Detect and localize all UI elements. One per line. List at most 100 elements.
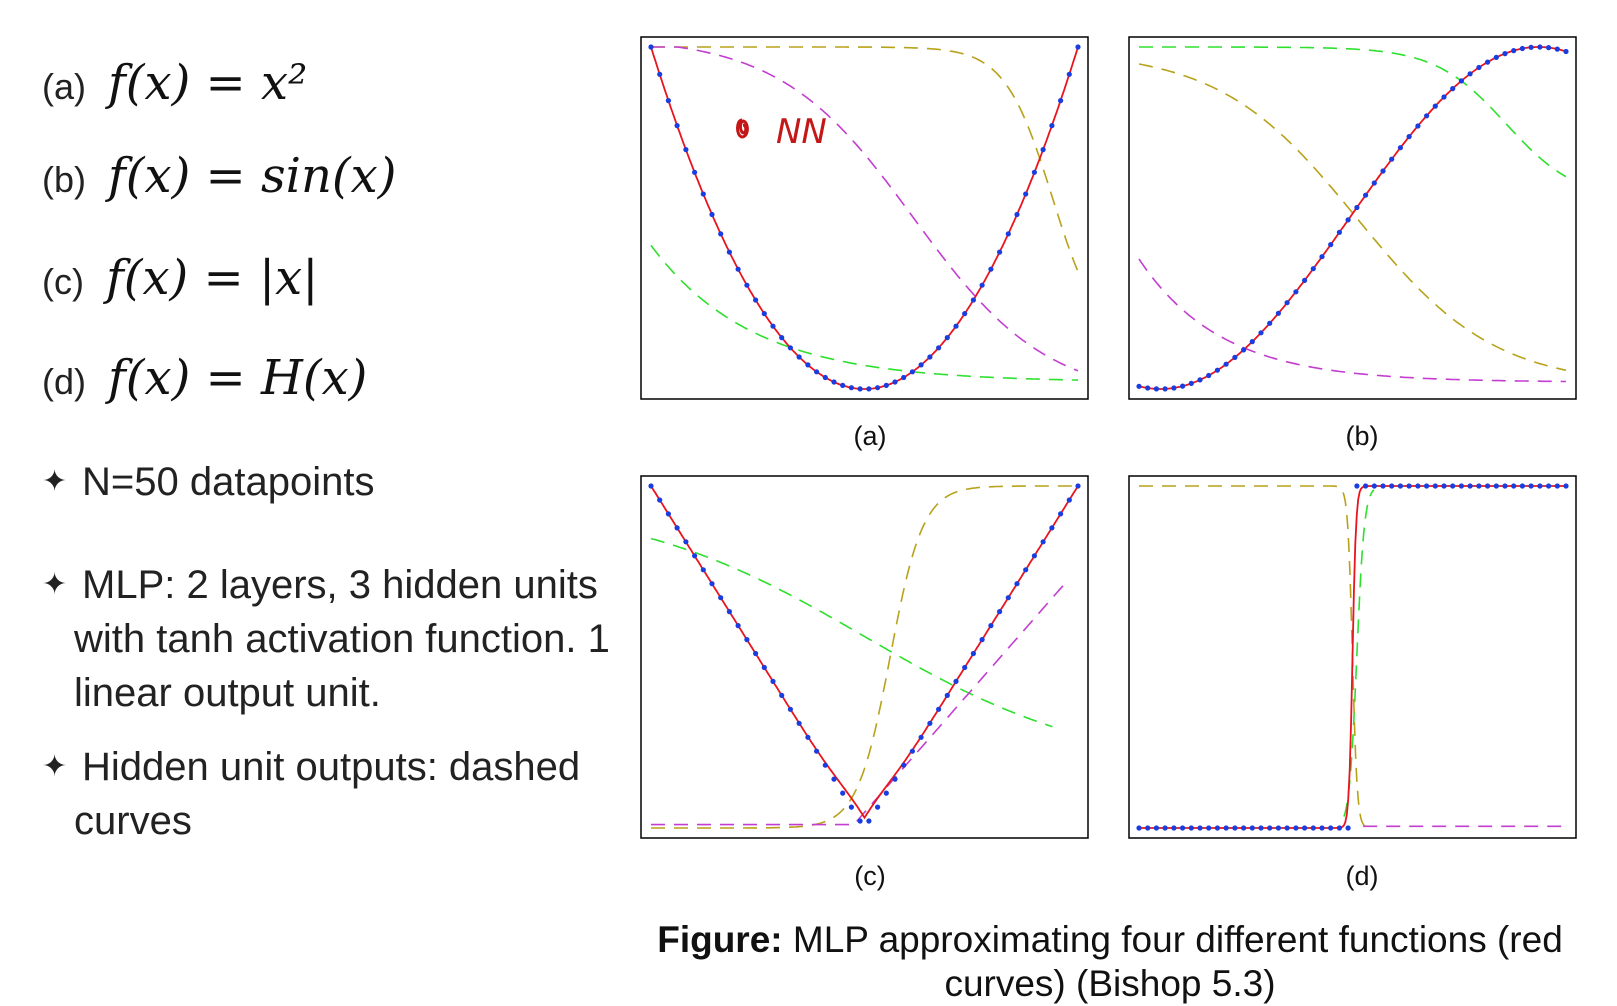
data-point bbox=[840, 382, 846, 388]
data-point bbox=[1319, 825, 1325, 831]
data-point bbox=[1153, 825, 1159, 831]
data-point bbox=[1389, 156, 1395, 162]
data-point bbox=[1249, 339, 1255, 345]
data-point bbox=[1162, 386, 1168, 392]
data-point bbox=[1554, 483, 1560, 489]
function-tag: (c) bbox=[42, 261, 84, 302]
data-point bbox=[857, 818, 863, 824]
function-tag: (d) bbox=[42, 361, 86, 402]
data-point bbox=[709, 211, 715, 218]
data-point bbox=[1519, 483, 1525, 489]
data-point bbox=[1328, 825, 1334, 831]
figure-caption: Figure: MLP approximating four different… bbox=[640, 918, 1580, 1006]
data-point bbox=[1058, 511, 1064, 517]
hidden-unit-curve-3 bbox=[651, 580, 1068, 826]
data-point bbox=[1023, 191, 1029, 197]
data-point bbox=[796, 354, 802, 360]
data-point bbox=[1493, 54, 1499, 61]
data-point bbox=[1145, 385, 1151, 391]
data-point bbox=[866, 386, 872, 392]
panel-a bbox=[640, 36, 1089, 400]
hidden-unit-curve-1 bbox=[650, 244, 1078, 381]
four-point-star-icon: ✦ bbox=[42, 750, 68, 783]
data-point bbox=[1441, 94, 1447, 100]
data-point bbox=[1546, 483, 1552, 489]
plot-frame bbox=[640, 475, 1089, 839]
data-point bbox=[901, 374, 907, 381]
data-point bbox=[1031, 553, 1037, 559]
hidden-unit-curve-2 bbox=[1139, 485, 1370, 829]
data-point bbox=[927, 354, 933, 360]
data-point bbox=[1450, 483, 1456, 489]
data-point bbox=[1310, 825, 1316, 831]
data-point bbox=[1267, 320, 1273, 326]
data-point bbox=[822, 762, 828, 768]
data-point bbox=[1519, 45, 1525, 52]
data-point bbox=[709, 581, 715, 587]
hidden-unit-curve-2 bbox=[651, 485, 1078, 829]
data-point bbox=[1214, 825, 1220, 831]
data-point bbox=[1049, 123, 1055, 129]
four-point-star-icon: ✦ bbox=[42, 568, 68, 601]
data-point bbox=[1371, 483, 1377, 489]
bullet-mlp: ✦ MLP: 2 layers, 3 hidden units with tanh… bbox=[42, 558, 632, 720]
data-point bbox=[1467, 483, 1473, 489]
data-point bbox=[1485, 483, 1491, 489]
data-point bbox=[970, 297, 977, 303]
data-point bbox=[875, 804, 881, 810]
data-point bbox=[1206, 825, 1212, 831]
data-point bbox=[1397, 145, 1403, 151]
data-point bbox=[1511, 483, 1517, 489]
plot-frame bbox=[1128, 36, 1577, 400]
bullet-text: with tanh activation function. 1 bbox=[74, 617, 610, 661]
data-point bbox=[1258, 825, 1264, 831]
data-point bbox=[883, 790, 889, 796]
annotation-text: NN bbox=[776, 112, 827, 152]
data-point bbox=[1206, 372, 1212, 379]
data-point bbox=[814, 369, 820, 375]
data-point bbox=[744, 282, 750, 288]
data-point bbox=[1241, 825, 1247, 831]
data-point bbox=[1406, 483, 1412, 489]
data-point bbox=[1389, 483, 1395, 489]
data-point bbox=[1424, 483, 1430, 489]
data-point bbox=[700, 191, 706, 197]
data-point bbox=[648, 483, 654, 489]
data-point bbox=[840, 790, 846, 796]
function-expression: f(x) = x² bbox=[108, 55, 308, 111]
data-point bbox=[665, 98, 672, 104]
data-point bbox=[1302, 277, 1308, 283]
data-point bbox=[1328, 242, 1334, 248]
data-point bbox=[988, 623, 994, 629]
panel-d bbox=[1128, 475, 1577, 839]
data-point bbox=[700, 567, 706, 573]
panel-c bbox=[640, 475, 1089, 839]
data-point bbox=[909, 369, 916, 375]
data-point bbox=[901, 762, 907, 768]
data-point bbox=[779, 335, 785, 341]
data-point bbox=[787, 706, 794, 712]
caption-text: MLP approximating four different functio… bbox=[782, 919, 1563, 1004]
function-d: (d) f(x) = H(x) bbox=[42, 350, 367, 406]
data-point bbox=[1441, 483, 1447, 489]
data-point bbox=[1153, 386, 1159, 392]
data-point bbox=[866, 818, 872, 824]
data-point bbox=[1502, 483, 1508, 489]
data-point bbox=[953, 323, 959, 329]
data-point bbox=[1363, 192, 1369, 198]
data-point bbox=[1223, 825, 1229, 831]
data-point bbox=[848, 385, 855, 391]
data-point bbox=[892, 379, 898, 385]
data-point bbox=[1284, 825, 1290, 831]
data-point bbox=[918, 734, 924, 740]
data-point bbox=[753, 297, 759, 303]
panel-label-c: (c) bbox=[854, 861, 885, 891]
data-point bbox=[997, 249, 1003, 255]
data-point bbox=[1476, 483, 1482, 489]
data-point bbox=[718, 231, 724, 237]
function-expression: f(x) = sin(x) bbox=[108, 148, 397, 204]
data-point bbox=[726, 249, 733, 255]
data-point bbox=[1214, 367, 1220, 373]
data-point bbox=[1188, 380, 1194, 386]
